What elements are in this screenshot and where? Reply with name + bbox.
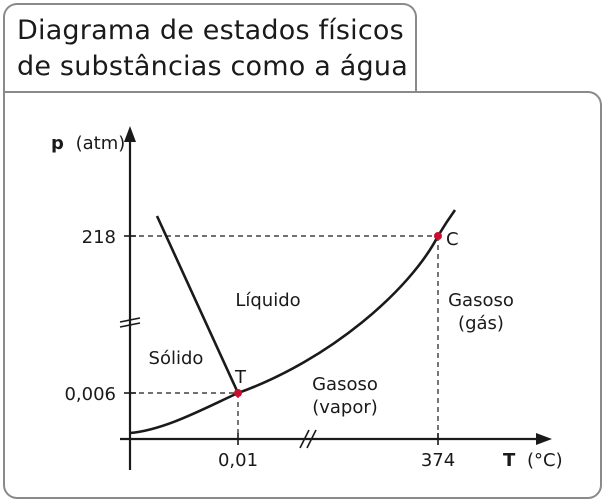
region-vapor-label-line1: Gasoso (312, 374, 378, 395)
y-axis-label: p (atm) (51, 133, 125, 154)
critical-point-label: C (446, 229, 459, 250)
triple-point-marker (234, 389, 242, 397)
critical-point-marker (434, 232, 442, 240)
x-tick-label-374: 374 (421, 450, 455, 471)
region-liquid-label: Líquido (235, 290, 300, 311)
solid-vapor-boundary (129, 391, 239, 435)
x-axis-break (299, 429, 317, 449)
region-vapor-label-line2: (vapor) (312, 397, 378, 418)
x-tick-label-001: 0,01 (218, 450, 258, 471)
solid-liquid-boundary (155, 215, 240, 394)
y-tick-label-218: 218 (82, 227, 116, 248)
triple-point-label: T (234, 367, 247, 388)
x-axis-arrow (536, 433, 552, 445)
y-tick-label-0006: 0,006 (64, 384, 116, 405)
y-axis-unit: (atm) (76, 133, 126, 154)
region-gas-label-line2: (gás) (458, 313, 504, 334)
x-axis-symbol: T (503, 450, 516, 471)
x-axis-label: T (°C) (503, 450, 563, 471)
y-axis-break (119, 317, 141, 328)
x-axis-unit: (°C) (527, 450, 563, 471)
region-solid-label: Sólido (149, 348, 204, 369)
region-gas-label-line1: Gasoso (448, 290, 514, 311)
diagram-box (3, 91, 602, 499)
y-axis-symbol: p (51, 133, 64, 154)
liquid-vapor-boundary (237, 209, 457, 395)
title-box: Diagrama de estados físicos de substânci… (3, 3, 417, 93)
y-axis-arrow (124, 126, 136, 142)
title-line-1: Diagrama de estados físicos (17, 15, 404, 46)
title-line-2: de substâncias como a água (17, 51, 408, 82)
